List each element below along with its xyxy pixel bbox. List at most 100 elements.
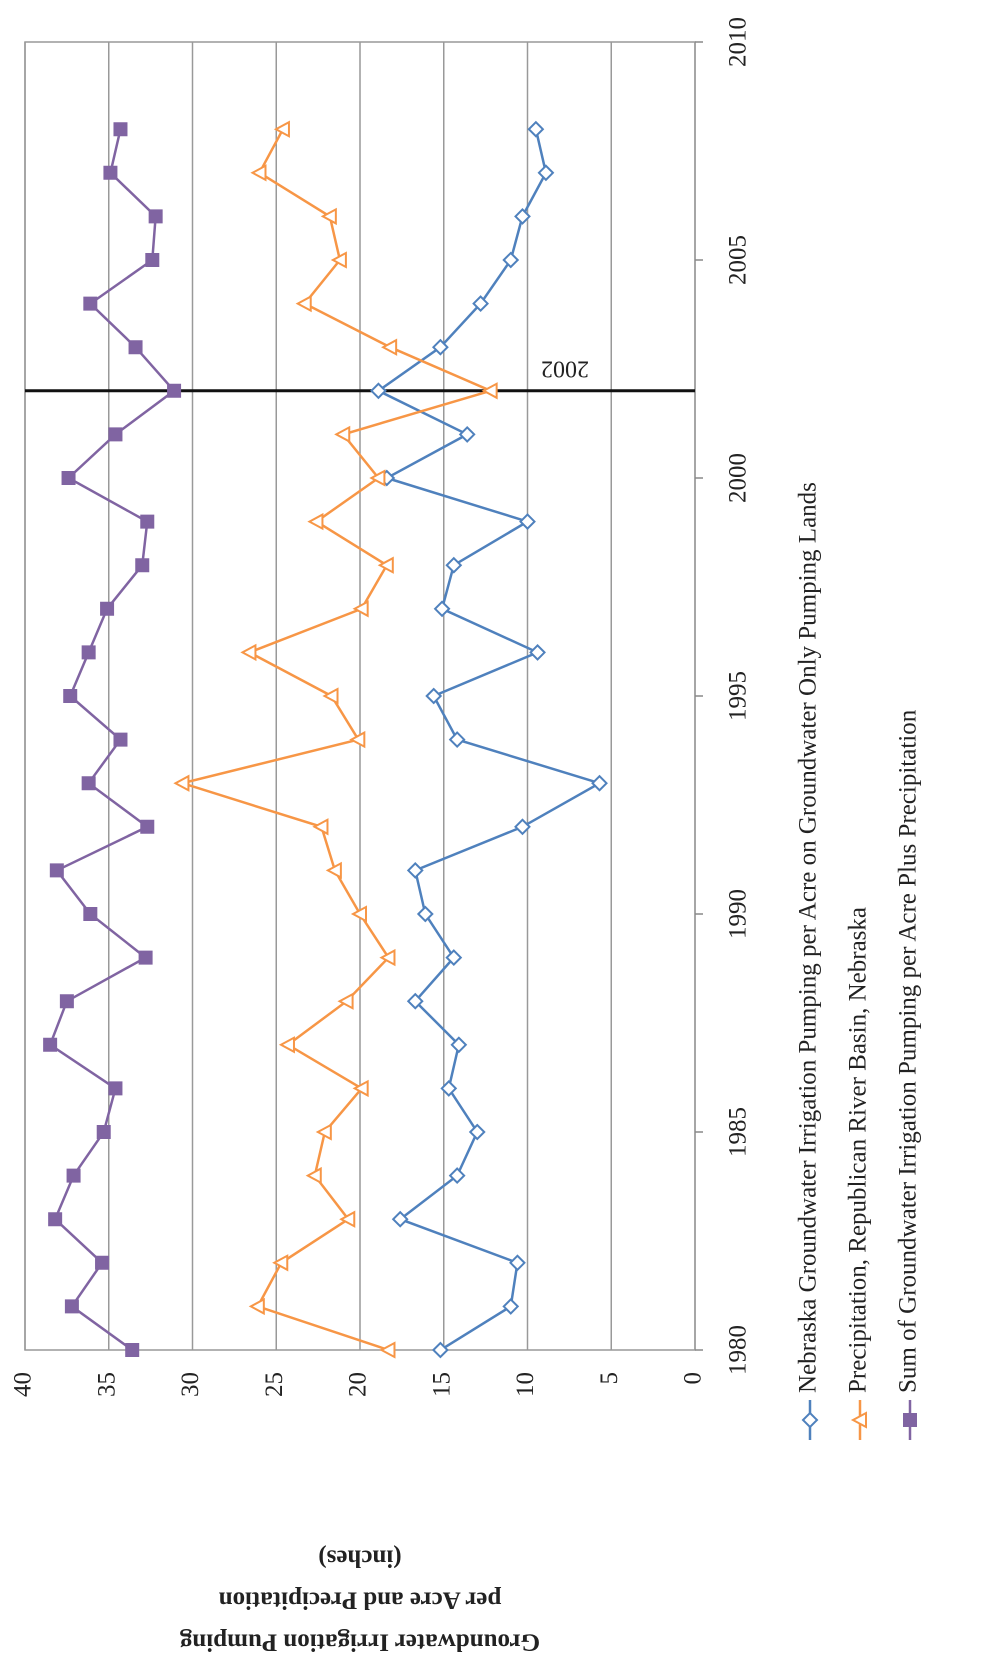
data-point (445, 556, 463, 574)
x-tick-label: 1980 (725, 1325, 752, 1375)
y-tick-label: 10 (512, 1372, 539, 1397)
data-point (352, 1079, 369, 1098)
y-tick-label: 15 (428, 1372, 455, 1397)
data-point (445, 949, 463, 967)
data-point (481, 382, 498, 400)
y-tick-label: 25 (261, 1372, 288, 1397)
data-point (509, 1254, 526, 1272)
data-point (272, 1254, 289, 1272)
data-point (591, 774, 608, 792)
data-point (440, 1079, 458, 1097)
data-point (349, 730, 366, 749)
data-point (103, 165, 118, 180)
y-axis-title: (inches) (318, 1544, 401, 1571)
data-point (379, 1341, 396, 1359)
data-point (113, 122, 128, 137)
data-point (48, 1212, 63, 1227)
data-point (312, 818, 329, 836)
data-point (96, 1125, 111, 1139)
data-point (305, 1166, 322, 1185)
x-tick-label: 2005 (725, 235, 752, 285)
data-point (433, 600, 451, 618)
x-tick-label: 1995 (725, 671, 752, 721)
data-point (381, 338, 398, 356)
data-point (83, 296, 98, 311)
data-point (125, 1343, 140, 1357)
data-point (145, 253, 160, 267)
data-point (369, 469, 386, 487)
legend-marker (903, 1413, 917, 1427)
data-point (81, 776, 96, 791)
data-point (379, 948, 396, 967)
data-point (352, 600, 369, 618)
data-point (173, 774, 190, 792)
legend-marker (850, 1411, 867, 1429)
y-tick-label: 5 (596, 1372, 623, 1385)
data-point (350, 905, 367, 923)
y-axis-title: Groundwater Irrigation Pumping (179, 1628, 540, 1655)
data-point (135, 558, 150, 573)
x-tick-label: 2010 (725, 17, 752, 67)
data-point (330, 251, 347, 269)
data-point (248, 1297, 265, 1316)
rotated-chart: 0 5 10 15 20 25 30 35 40 1980 1985 1990 1995 2000 2005… (10, 17, 922, 1655)
data-point (108, 1081, 123, 1096)
data-point (128, 340, 143, 355)
data-point (167, 383, 182, 398)
data-point (148, 209, 163, 224)
data-point (61, 471, 76, 485)
data-point (519, 513, 536, 531)
data-point (273, 120, 290, 138)
data-point (81, 645, 96, 660)
data-point (502, 251, 520, 269)
data-point (337, 992, 354, 1010)
data-point (278, 1036, 295, 1054)
data-point (472, 295, 490, 313)
data-point (49, 863, 64, 878)
data-point (295, 294, 312, 313)
data-point (108, 427, 123, 442)
y-tick-label: 20 (345, 1372, 372, 1397)
data-point (100, 601, 115, 616)
y-axis-title: per Acre and Precipitation (219, 1586, 502, 1613)
data-point (240, 643, 257, 662)
data-point (468, 1123, 486, 1141)
series-line (375, 128, 603, 1352)
legend-label: Nebraska Groundwater Irrigation Pumping … (795, 482, 822, 1393)
data-point (140, 819, 155, 834)
data-point (537, 164, 555, 182)
data-point (140, 514, 155, 529)
data-point (64, 1299, 79, 1314)
data-point (377, 556, 394, 574)
legend-label: Sum of Groundwater Irrigation Pumping pe… (895, 709, 922, 1393)
legend-label: Precipitation, Republican River Basin, N… (845, 907, 872, 1393)
x-tick-label: 1985 (725, 1107, 752, 1157)
data-point (529, 643, 546, 661)
data-point (431, 338, 449, 356)
data-point (325, 861, 342, 880)
data-point (448, 1167, 466, 1185)
data-point (458, 425, 476, 443)
data-point (83, 907, 98, 921)
data-point (416, 905, 434, 923)
y-tick-label: 0 (680, 1372, 707, 1385)
data-point (514, 207, 531, 225)
data-point (425, 687, 443, 705)
y-tick-label: 40 (10, 1372, 37, 1397)
legend-marker (801, 1411, 819, 1429)
data-point (514, 818, 531, 836)
data-point (307, 512, 324, 531)
y-tick-label: 35 (93, 1372, 120, 1397)
data-point (66, 1168, 81, 1183)
data-point (250, 164, 267, 182)
data-point (448, 731, 466, 749)
data-point (391, 1210, 409, 1228)
data-point (43, 1037, 58, 1052)
data-point (370, 382, 387, 400)
data-point (334, 425, 351, 444)
data-point (406, 861, 424, 879)
data-point (406, 992, 424, 1010)
data-point (322, 687, 339, 705)
data-point (527, 120, 545, 138)
